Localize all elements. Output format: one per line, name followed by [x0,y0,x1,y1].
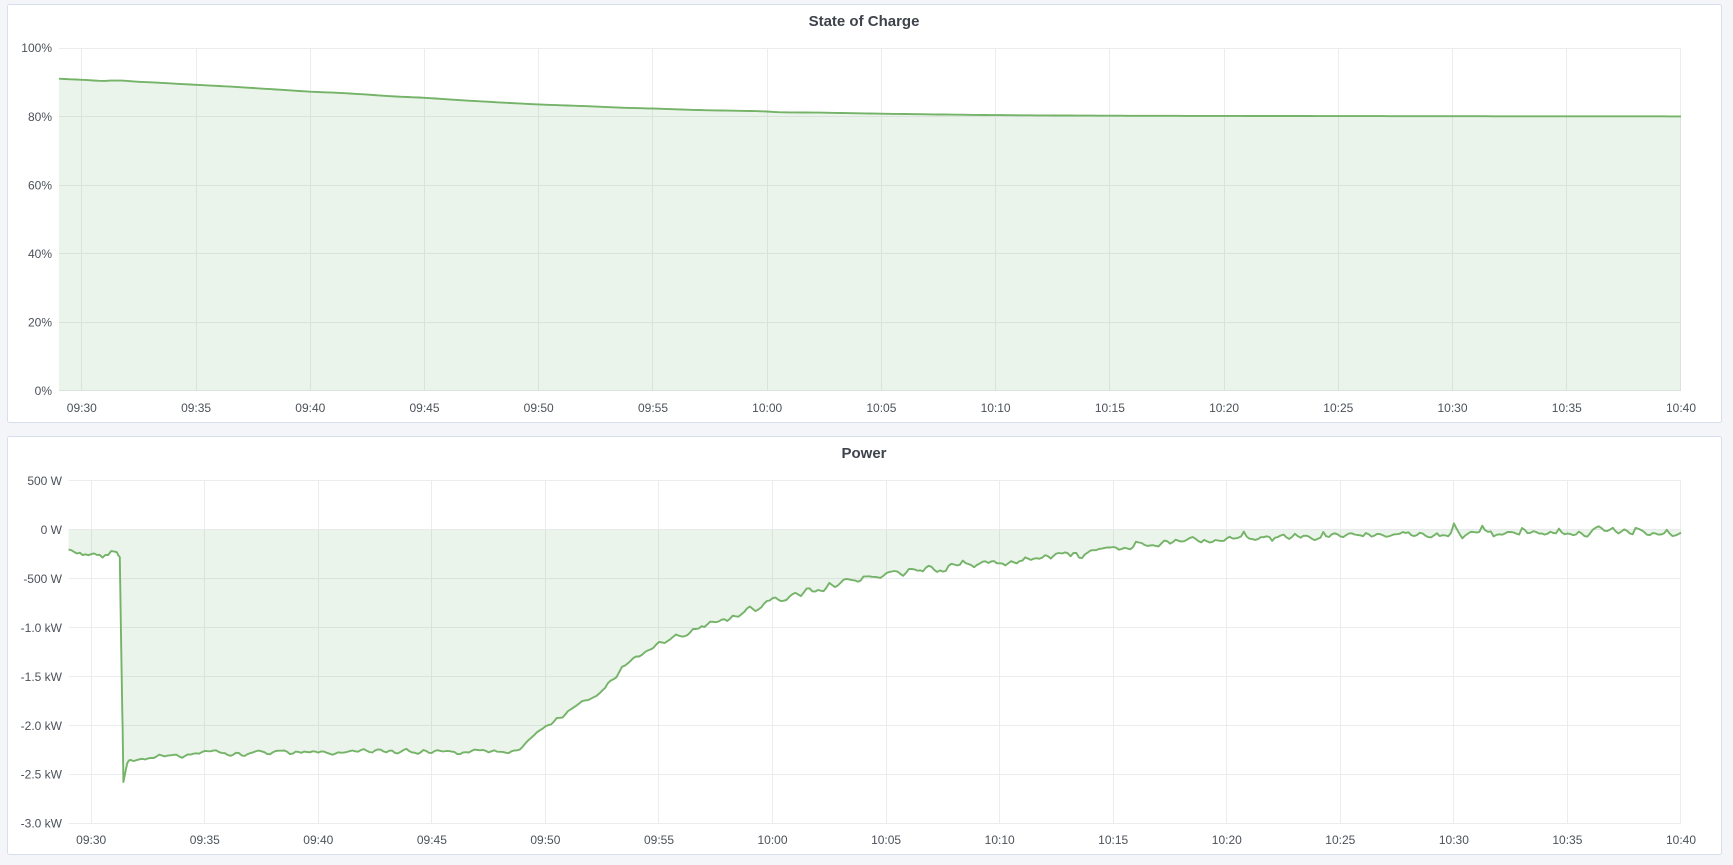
svg-text:09:40: 09:40 [295,401,325,415]
svg-text:State of Charge: State of Charge [809,13,920,30]
svg-text:10:20: 10:20 [1209,401,1239,415]
svg-text:10:05: 10:05 [871,833,901,847]
svg-text:10:25: 10:25 [1325,833,1355,847]
svg-text:09:30: 09:30 [67,401,97,415]
svg-text:Power: Power [841,445,886,462]
svg-text:20%: 20% [28,316,52,330]
svg-text:09:30: 09:30 [76,833,106,847]
svg-text:10:35: 10:35 [1552,833,1582,847]
svg-text:10:25: 10:25 [1323,401,1353,415]
svg-text:09:55: 09:55 [644,833,674,847]
svg-text:10:00: 10:00 [757,833,787,847]
svg-text:10:15: 10:15 [1098,833,1128,847]
svg-text:0%: 0% [35,384,53,398]
svg-text:100%: 100% [21,41,52,55]
svg-text:09:50: 09:50 [530,833,560,847]
svg-text:10:40: 10:40 [1666,833,1696,847]
svg-text:-2.5 kW: -2.5 kW [21,768,63,782]
svg-text:10:10: 10:10 [985,833,1015,847]
svg-text:09:45: 09:45 [417,833,447,847]
svg-text:60%: 60% [28,178,52,192]
svg-text:09:35: 09:35 [181,401,211,415]
svg-text:10:30: 10:30 [1439,833,1469,847]
svg-text:10:15: 10:15 [1095,401,1125,415]
svg-text:09:40: 09:40 [303,833,333,847]
svg-text:-2.0 kW: -2.0 kW [21,719,63,733]
svg-text:10:05: 10:05 [866,401,896,415]
svg-text:-3.0 kW: -3.0 kW [21,817,63,831]
svg-text:10:40: 10:40 [1666,401,1696,415]
svg-text:09:55: 09:55 [638,401,668,415]
svg-text:09:50: 09:50 [524,401,554,415]
svg-text:10:20: 10:20 [1212,833,1242,847]
svg-text:-1.0 kW: -1.0 kW [21,621,63,635]
svg-text:0 W: 0 W [41,523,63,537]
svg-text:80%: 80% [28,110,52,124]
svg-text:40%: 40% [28,247,52,261]
svg-text:10:10: 10:10 [981,401,1011,415]
svg-text:10:30: 10:30 [1437,401,1467,415]
svg-text:09:45: 09:45 [409,401,439,415]
svg-text:10:00: 10:00 [752,401,782,415]
svg-text:-1.5 kW: -1.5 kW [21,670,63,684]
svg-text:500 W: 500 W [27,474,62,488]
svg-text:09:35: 09:35 [190,833,220,847]
svg-text:10:35: 10:35 [1552,401,1582,415]
svg-text:-500 W: -500 W [23,572,62,586]
